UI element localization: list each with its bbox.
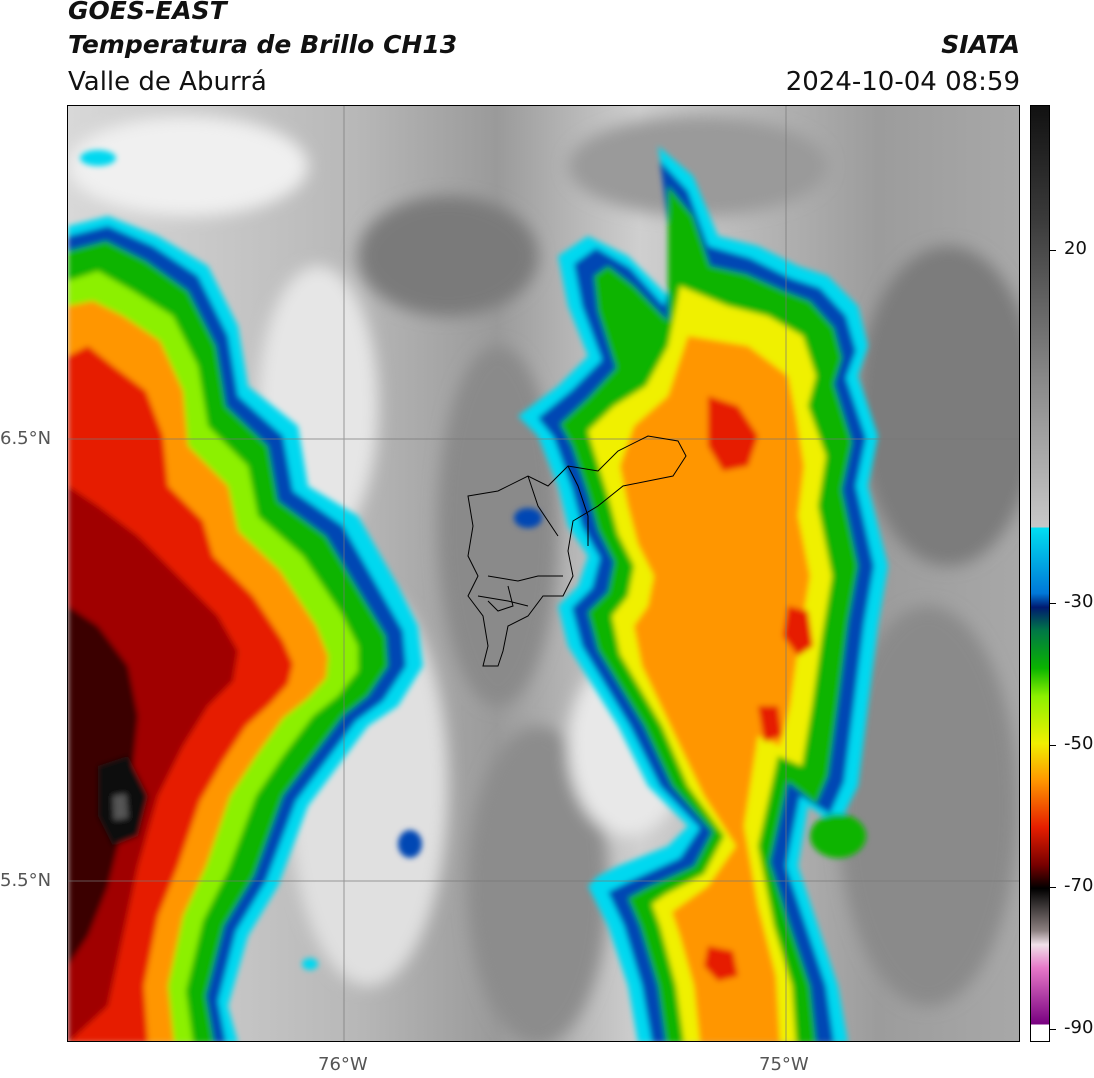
colorbar-tick bbox=[1050, 1029, 1056, 1030]
lon-label-76: 76°W bbox=[318, 1054, 368, 1075]
colorbar-tick bbox=[1050, 887, 1056, 888]
product-title: Temperatura de Brillo CH13 bbox=[68, 30, 458, 59]
colorbar-gradient bbox=[1031, 106, 1049, 1041]
colorbar-label-minus50: -50 bbox=[1064, 733, 1094, 754]
datetime-label: 2024-10-04 08:59 bbox=[785, 67, 1020, 97]
right-storm bbox=[518, 146, 888, 1041]
map-canvas bbox=[68, 106, 1019, 1041]
lat-label-5.5: 5.5°N bbox=[0, 870, 52, 891]
colorbar-tick bbox=[1050, 603, 1056, 604]
region-subtitle: Valle de Aburrá bbox=[68, 67, 267, 97]
small-cells bbox=[80, 150, 542, 970]
colorbar-tick bbox=[1050, 250, 1056, 251]
gridlines bbox=[68, 106, 1019, 1041]
left-storm bbox=[68, 216, 423, 1041]
org-label: SIATA bbox=[941, 30, 1020, 59]
colorbar bbox=[1030, 105, 1050, 1042]
lon-label-75: 75°W bbox=[759, 1054, 809, 1075]
colorbar-label-minus90: -90 bbox=[1064, 1017, 1094, 1038]
aburra-boundaries bbox=[467, 435, 687, 667]
satellite-title: GOES-EAST bbox=[68, 0, 227, 25]
colorbar-tick bbox=[1050, 745, 1056, 746]
satellite-map[interactable] bbox=[67, 105, 1020, 1042]
colorbar-label-minus30: -30 bbox=[1064, 591, 1094, 612]
colorbar-label-minus70: -70 bbox=[1064, 875, 1094, 896]
colorbar-label-20: 20 bbox=[1064, 238, 1087, 259]
lat-label-6.5: 6.5°N bbox=[0, 428, 52, 449]
